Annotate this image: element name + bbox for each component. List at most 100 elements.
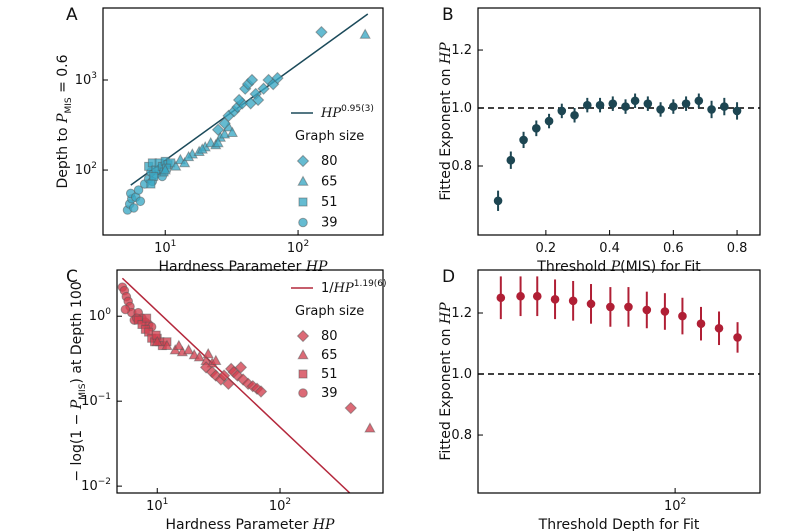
point — [642, 305, 652, 315]
y-tick-label: 10−1 — [81, 392, 111, 409]
x-tick-label: 0.8 — [727, 241, 748, 256]
x-tick-label-base: 10 — [269, 499, 286, 514]
x-tick-label: 102 — [287, 239, 309, 256]
point — [606, 302, 615, 312]
x-axis-label-part: (MIS) for Fit — [620, 259, 701, 275]
marker — [218, 128, 231, 139]
point — [568, 296, 578, 306]
marker — [135, 196, 146, 207]
marker — [133, 185, 144, 195]
y-tick-label: 0.8 — [451, 159, 472, 174]
marker — [226, 126, 238, 137]
x-axis-label-part: Threshold — [536, 259, 610, 275]
point — [506, 155, 516, 165]
marker — [232, 93, 246, 107]
x-tick-label: 0.4 — [599, 241, 620, 256]
marker — [296, 329, 310, 343]
marker — [298, 388, 308, 398]
point — [678, 311, 687, 321]
y-axis-label: − log(1 − PMIS) at Depth 100 — [69, 281, 88, 481]
point — [532, 291, 542, 301]
y-tick-label: 103 — [75, 71, 97, 88]
axes-frame — [477, 269, 761, 494]
y-tick-label: 0.8 — [451, 428, 472, 443]
marker — [271, 71, 284, 85]
legend-label: 65 — [321, 175, 338, 190]
marker — [257, 82, 270, 95]
marker — [359, 28, 371, 39]
y-tick-label-base: 10 — [89, 309, 106, 324]
fit-line — [121, 277, 351, 493]
x-axis-label: Hardness Parameter HP — [166, 517, 336, 531]
y-tick-label-base: 1.0 — [451, 367, 472, 382]
plot-area — [117, 277, 376, 493]
plot-area — [478, 276, 760, 375]
x-tick-label-base: 10 — [154, 241, 171, 256]
marker — [211, 123, 225, 136]
panel-letter: C — [66, 267, 78, 287]
y-axis-label-part: = 0.6 — [55, 54, 71, 97]
point — [707, 105, 716, 114]
x-tick-label: 102 — [269, 497, 291, 514]
x-axis-label-part: HP — [312, 517, 335, 531]
y-axis-label-part: P — [69, 399, 85, 410]
marker — [161, 339, 173, 350]
legend-title: Graph size — [295, 304, 364, 319]
y-tick-label-base: 1.0 — [451, 101, 472, 116]
y-axis-label-part: Depth to — [55, 123, 71, 189]
point — [681, 99, 691, 108]
y-tick-label-exp: 2 — [91, 161, 97, 171]
y-tick-label-exp: −1 — [98, 392, 111, 402]
legend-fit-label-part: 1.19(6) — [354, 279, 387, 289]
x-tick-label-base: 10 — [287, 241, 304, 256]
point — [516, 291, 525, 301]
x-axis-label: Threshold P(MIS) for Fit — [536, 259, 701, 275]
x-tick-label-base: 10 — [146, 499, 163, 514]
point — [696, 319, 706, 328]
marker — [170, 160, 182, 171]
plot-area — [478, 93, 760, 211]
marker — [129, 203, 139, 213]
y-axis-label: Fitted Exponent on HP — [438, 42, 454, 201]
x-axis-label-part: P — [610, 259, 621, 275]
legend-label: 39 — [321, 216, 338, 231]
marker — [182, 343, 195, 355]
y-tick-label-exp: −2 — [98, 477, 111, 487]
y-tick-label-base: 10 — [81, 479, 98, 494]
marker — [298, 197, 308, 207]
marker — [245, 73, 259, 87]
point — [519, 135, 528, 145]
legend-label: 65 — [321, 348, 338, 363]
point — [630, 96, 640, 106]
y-axis-label-part: ) at Depth 100 — [69, 281, 85, 383]
point — [557, 106, 567, 116]
marker — [210, 354, 222, 365]
legend-label: 51 — [321, 367, 338, 382]
point — [582, 100, 592, 110]
x-tick-label-exp: 2 — [681, 497, 687, 507]
marker — [222, 377, 235, 391]
point — [496, 293, 506, 303]
marker — [212, 136, 224, 148]
point — [532, 124, 541, 133]
point — [643, 99, 653, 108]
axes-frame — [102, 7, 384, 236]
y-tick-label-exp: 0 — [105, 307, 111, 317]
x-tick-label-exp: 1 — [163, 497, 169, 507]
y-axis-label: Depth to PMIS = 0.6 — [55, 54, 74, 188]
legend-fit-label-part: 0.95(3) — [341, 104, 374, 114]
x-axis-label-part: Hardness Parameter — [159, 259, 306, 275]
y-tick-label-base: 10 — [75, 163, 92, 178]
x-axis-label: Threshold Depth for Fit — [538, 517, 700, 531]
legend-label: 39 — [321, 386, 338, 401]
legend-fit-label: HP0.95(3) — [320, 104, 374, 121]
marker — [149, 171, 159, 181]
marker — [151, 330, 161, 340]
x-tick-label-exp: 2 — [285, 497, 291, 507]
x-tick-label-exp: 1 — [171, 239, 177, 249]
x-tick-label: 0.6 — [663, 241, 684, 256]
legend-label: 80 — [321, 329, 338, 344]
x-axis-label: Hardness Parameter HP — [159, 259, 329, 275]
y-tick-label: 10−2 — [81, 477, 111, 494]
